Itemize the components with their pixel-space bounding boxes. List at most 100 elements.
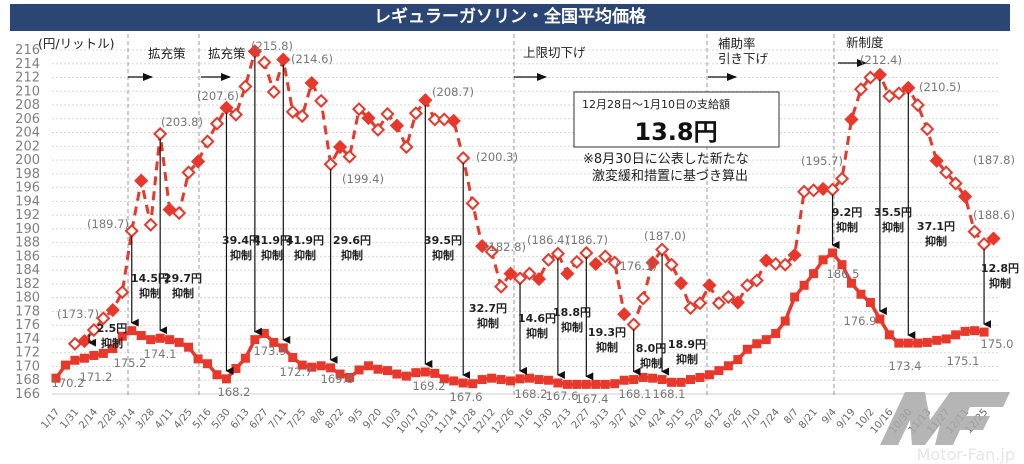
- actual-price-point: [986, 231, 1001, 246]
- suppression-amount: 8.0円: [636, 342, 667, 355]
- period-label: 補助率: [718, 36, 756, 51]
- actual-price-point: [134, 173, 149, 188]
- x-tick-label: 1/16: [513, 407, 536, 431]
- subsidized-price-point: [875, 314, 885, 324]
- actual-price-point: [683, 300, 698, 316]
- subsidized-price-point: [818, 255, 828, 265]
- suppression-amount: 29.6円: [333, 234, 371, 247]
- subsidized-price-label: 171.2: [80, 370, 113, 384]
- subsidized-price-point: [345, 372, 355, 382]
- subsidized-price-point: [212, 370, 222, 380]
- callout-value: 13.8円: [634, 118, 717, 146]
- y-tick-label: 200: [15, 153, 40, 168]
- actual-price-point: [323, 157, 338, 172]
- actual-price-point: [948, 176, 963, 191]
- subsidized-price-point: [401, 371, 411, 381]
- y-tick-label: 210: [15, 84, 40, 99]
- subsidized-price-point: [723, 361, 733, 371]
- x-tick-label: 3/27: [608, 407, 631, 431]
- subsidized-price-label: 173.4: [889, 359, 922, 373]
- y-tick-label: 194: [15, 194, 40, 209]
- actual-price-label: (182.8): [484, 240, 526, 254]
- actual-price-point: [929, 153, 944, 168]
- subsidized-price-point: [155, 333, 165, 343]
- y-tick-label: 192: [15, 208, 40, 223]
- y-tick-label: 182: [15, 277, 40, 292]
- subsidized-price-point: [771, 328, 781, 338]
- subsidized-price-point: [136, 331, 146, 341]
- subsidized-price-point: [278, 343, 288, 353]
- actual-price-point: [484, 244, 499, 259]
- actual-price-label: (188.6): [973, 208, 1015, 222]
- actual-price-point: [560, 266, 575, 281]
- suppression-note: 抑制: [561, 320, 583, 334]
- actual-price-point: [834, 171, 850, 186]
- x-tick-label: 2/13: [551, 407, 574, 431]
- actual-price-point: [200, 134, 215, 149]
- actual-price-label: (195.7): [801, 154, 843, 168]
- actual-price-point: [655, 242, 670, 257]
- subsidized-price-point: [525, 373, 534, 383]
- actual-price-point: [522, 266, 537, 281]
- subsidized-price-point: [704, 370, 714, 380]
- actual-price-point: [285, 104, 300, 119]
- actual-price-label: (173.7): [57, 307, 99, 321]
- actual-price-label: (186.4): [527, 233, 569, 247]
- period-label: 引き下げ: [718, 51, 769, 66]
- subsidized-price-point: [562, 379, 572, 389]
- actual-price-point: [399, 139, 414, 155]
- y-tick-label: 170: [15, 359, 40, 374]
- subsidized-price-label: 168.2: [515, 387, 548, 401]
- y-tick-label: 186: [15, 249, 40, 264]
- callout-heading: 12月28日～1月10日の支給額: [582, 97, 730, 111]
- actual-price-point: [342, 149, 357, 164]
- subsidized-price-label: 175.1: [947, 354, 980, 368]
- callout-box: [573, 91, 780, 148]
- subsidized-price-point: [951, 330, 961, 340]
- subsidized-price-point: [184, 342, 194, 352]
- y-tick-label: 166: [15, 387, 40, 402]
- subsidized-price-label: 176.9: [844, 314, 877, 328]
- x-tick-label: 9/19: [835, 407, 858, 431]
- actual-price-point: [721, 289, 736, 305]
- subsidized-price-point: [496, 375, 506, 385]
- suppression-amount: 41.9円: [253, 234, 291, 247]
- y-axis-unit: (円/リットル): [38, 36, 114, 51]
- suppression-amount: 32.7円: [469, 302, 507, 315]
- actual-price-point: [437, 112, 452, 127]
- subsidized-price-point: [828, 248, 838, 258]
- actual-price-point: [749, 273, 764, 288]
- suppression-note: 抑制: [882, 220, 904, 234]
- subsidized-price-point: [742, 344, 752, 354]
- x-tick-label: 7/25: [286, 407, 309, 431]
- x-tick-label: 2/14: [77, 407, 100, 431]
- subsidized-price-point: [335, 369, 345, 379]
- actual-price-point: [692, 296, 708, 311]
- y-tick-label: 198: [15, 167, 40, 182]
- subsidized-price-label: 175.2: [114, 356, 147, 370]
- actual-price-point: [825, 182, 840, 197]
- suppression-note: 抑制: [294, 248, 316, 262]
- subsidized-price-point: [250, 335, 260, 345]
- subsidized-price-label: 168.1: [653, 387, 686, 401]
- x-tick-label: 2/28: [96, 407, 119, 431]
- actual-price-label: (212.4): [860, 53, 902, 67]
- subsidized-price-label: 167.4: [576, 392, 609, 406]
- subsidized-price-label: 168.1: [619, 387, 652, 401]
- subsidized-price-point: [70, 355, 80, 365]
- subsidized-price-point: [638, 372, 648, 382]
- actual-price-point: [238, 79, 253, 94]
- actual-price-point: [626, 317, 641, 332]
- x-tick-label: 1/30: [532, 407, 555, 431]
- actual-price-label: (199.4): [342, 172, 384, 186]
- x-tick-label: 6/26: [721, 407, 744, 431]
- actual-price-label: (200.3): [476, 150, 518, 164]
- actual-price-point: [361, 111, 376, 126]
- subsidized-price-point: [392, 369, 402, 379]
- actual-price-point: [872, 67, 887, 82]
- subsidized-price-label: 186.5: [827, 267, 860, 281]
- actual-price-point: [787, 247, 802, 263]
- y-tick-label: 178: [15, 304, 40, 319]
- suppression-note: 抑制: [101, 336, 123, 350]
- subsidized-price-point: [506, 376, 516, 386]
